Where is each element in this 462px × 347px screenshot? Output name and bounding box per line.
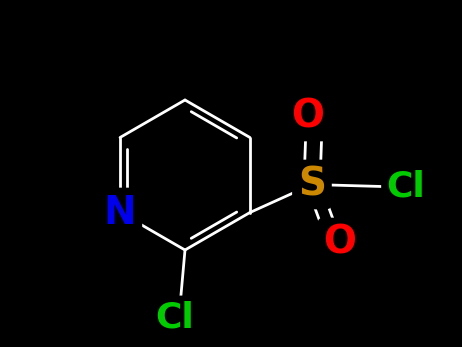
- Text: N: N: [104, 194, 136, 231]
- Text: Cl: Cl: [387, 169, 426, 203]
- Text: Cl: Cl: [156, 301, 195, 335]
- Text: S: S: [298, 166, 326, 203]
- Text: O: O: [323, 223, 357, 262]
- Text: O: O: [292, 98, 324, 135]
